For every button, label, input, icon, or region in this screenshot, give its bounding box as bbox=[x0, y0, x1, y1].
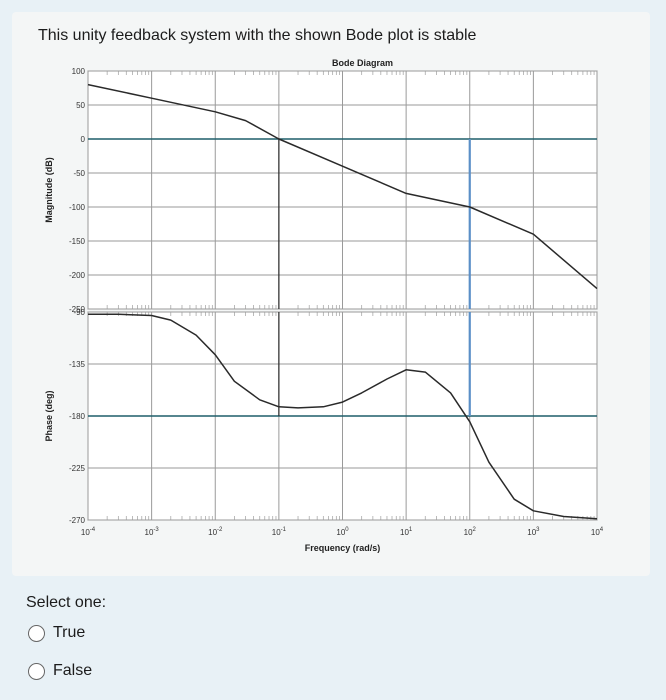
magnitude-tick-label: -100 bbox=[69, 203, 86, 212]
magnitude-tick-label: -50 bbox=[73, 169, 85, 178]
magnitude-tick-label: 0 bbox=[81, 135, 86, 144]
option-false-label: False bbox=[53, 662, 93, 679]
magnitude-tick-label: -200 bbox=[69, 271, 86, 280]
x-axis-label: Frequency (rad/s) bbox=[305, 543, 381, 553]
magnitude-curve bbox=[87, 83, 598, 290]
magnitude-axis-label: Magnitude (dB) bbox=[44, 157, 54, 223]
magnitude-tick-label: 50 bbox=[76, 101, 85, 110]
x-tick-label: 10-3 bbox=[145, 527, 160, 537]
phase-tick-label: -270 bbox=[69, 516, 86, 525]
chart-title: Bode Diagram bbox=[332, 58, 393, 68]
select-one-prompt: Select one: bbox=[26, 594, 107, 611]
x-tick-label: 10-2 bbox=[208, 527, 223, 537]
x-tick-label: 104 bbox=[591, 527, 604, 537]
phase-curve bbox=[88, 313, 598, 520]
x-tick-label: 10-4 bbox=[81, 527, 96, 537]
question-text: This unity feedback system with the show… bbox=[38, 27, 477, 44]
radio-true[interactable] bbox=[28, 624, 45, 642]
x-tick-label: 101 bbox=[400, 527, 413, 537]
x-tick-label: 102 bbox=[464, 527, 477, 537]
bode-diagram: 100 50 0 -50 -100 -150 -200 -250-90 -135 -180 -225… bbox=[44, 58, 604, 553]
phase-tick-label: -135 bbox=[69, 360, 86, 369]
x-tick-label: 103 bbox=[527, 527, 540, 537]
option-true[interactable]: True bbox=[28, 624, 85, 642]
answer-area: Select one: True False bbox=[0, 580, 666, 700]
radio-false[interactable] bbox=[28, 662, 45, 680]
magnitude-tick-label: -250 bbox=[69, 305, 86, 314]
phase-axis-label: Phase (deg) bbox=[44, 390, 54, 441]
phase-tick-label: -225 bbox=[69, 464, 86, 473]
phase-tick-label: -180 bbox=[69, 412, 86, 421]
x-tick-label: 100 bbox=[336, 527, 349, 537]
option-true-label: True bbox=[53, 624, 86, 641]
magnitude-tick-label: -150 bbox=[69, 237, 86, 246]
magnitude-tick-label: 100 bbox=[72, 67, 86, 76]
x-tick-label: 10-1 bbox=[272, 527, 287, 537]
phase-tick-label: -90 bbox=[73, 308, 85, 317]
option-false[interactable]: False bbox=[28, 662, 92, 680]
